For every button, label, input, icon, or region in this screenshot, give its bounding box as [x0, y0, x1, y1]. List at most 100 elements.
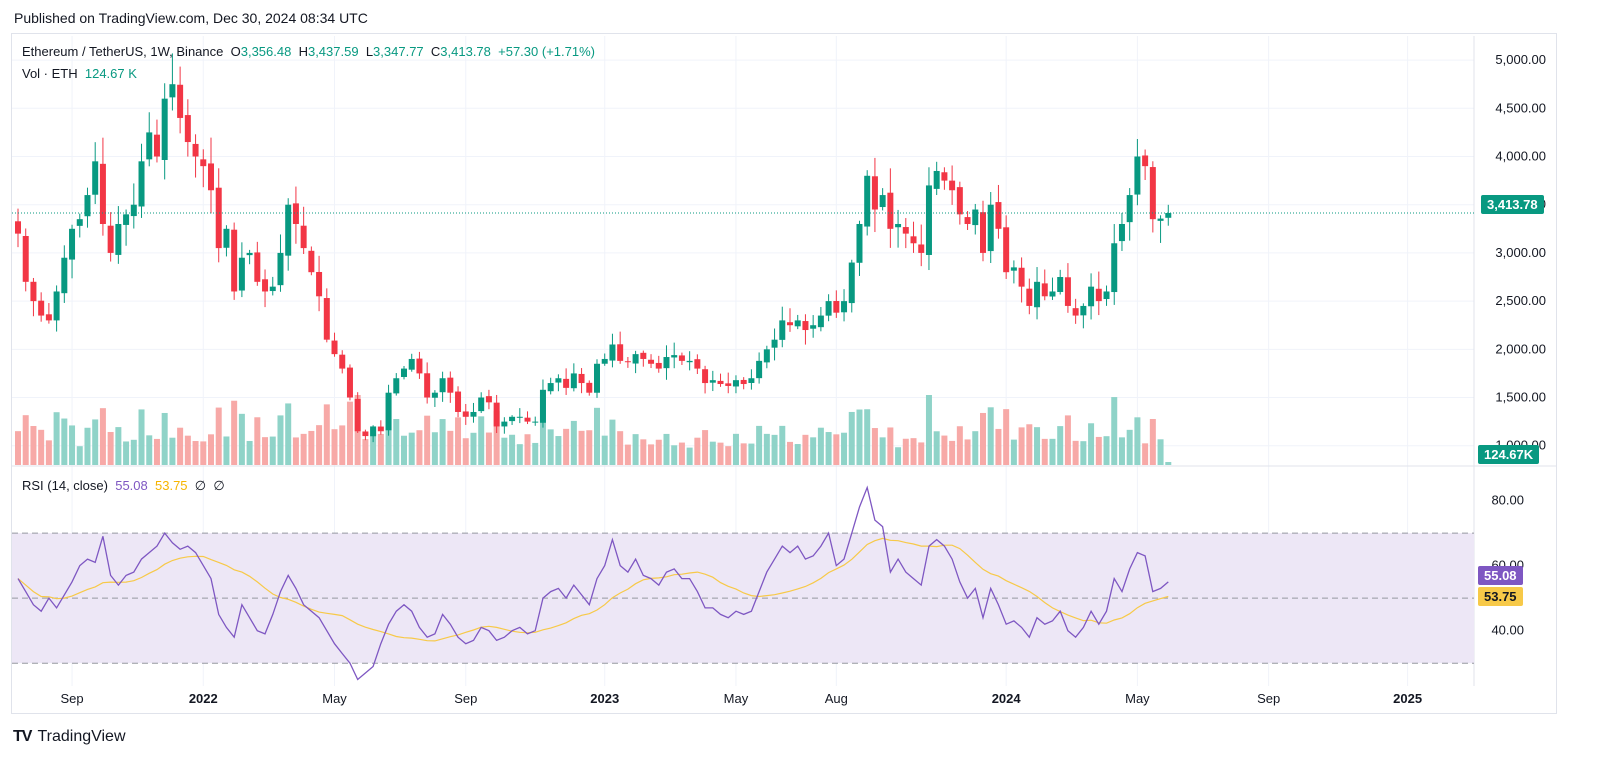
- candle-body: [200, 159, 207, 167]
- volume-bar: [38, 429, 45, 465]
- candle-body: [663, 357, 670, 369]
- candle: [1088, 273, 1095, 320]
- candle: [455, 386, 462, 418]
- candle-body: [53, 291, 60, 321]
- volume-bar: [92, 419, 99, 465]
- candle: [99, 137, 106, 236]
- candle-body: [918, 244, 925, 253]
- volume-bar: [478, 416, 485, 465]
- volume-bar: [964, 439, 971, 465]
- candle-body: [841, 301, 848, 313]
- candle: [578, 368, 585, 394]
- volume-bar: [208, 434, 214, 465]
- volume-bar: [153, 438, 160, 465]
- candle-body: [879, 195, 886, 208]
- candle-body: [539, 389, 546, 423]
- volume-bar: [69, 425, 76, 465]
- candle-body: [316, 271, 323, 297]
- volume-bar: [1072, 440, 1079, 465]
- candle: [22, 228, 29, 292]
- candle-body: [1034, 281, 1041, 308]
- volume-bar: [864, 409, 871, 465]
- time-tick-label: May: [1125, 691, 1150, 706]
- high-label: H: [298, 44, 308, 59]
- candle: [547, 377, 554, 395]
- candle-body: [810, 325, 817, 329]
- candle-body: [308, 250, 315, 273]
- candle: [740, 377, 747, 390]
- candle: [617, 331, 624, 364]
- candle: [632, 350, 639, 374]
- brand-name[interactable]: TradingView: [37, 728, 126, 745]
- volume-label[interactable]: Vol · ETH: [22, 66, 78, 81]
- candle: [439, 371, 446, 402]
- candle: [810, 315, 817, 338]
- volume-bar: [447, 430, 454, 465]
- candle-body: [501, 421, 508, 427]
- candle: [1103, 285, 1110, 306]
- candle: [825, 294, 832, 322]
- tradingview-logo-icon[interactable]: TV: [13, 728, 32, 745]
- candle-body: [346, 367, 353, 398]
- volume-bar: [1010, 439, 1017, 465]
- volume-bar: [455, 417, 462, 465]
- candle: [817, 307, 824, 332]
- candle: [663, 345, 670, 380]
- candle: [1095, 271, 1102, 316]
- candle: [53, 285, 60, 332]
- volume-bar: [146, 435, 153, 465]
- candle: [1003, 215, 1010, 279]
- candle-body: [254, 252, 261, 282]
- candle: [246, 249, 253, 265]
- candle: [153, 119, 160, 163]
- candle: [308, 246, 315, 276]
- volume-bar: [895, 447, 902, 465]
- candle: [879, 188, 886, 211]
- volume-bar: [370, 428, 377, 465]
- candle: [470, 402, 477, 423]
- candle: [393, 373, 400, 396]
- candle-body: [493, 402, 500, 427]
- candle: [980, 200, 986, 262]
- volume-bar: [401, 435, 407, 465]
- candle-body: [848, 262, 855, 304]
- rsi-line: [17, 485, 1169, 681]
- candle: [1049, 277, 1056, 300]
- candle: [192, 134, 199, 178]
- candle-body: [1088, 286, 1095, 307]
- candle-body: [1142, 155, 1149, 167]
- candle: [748, 369, 755, 390]
- symbol-label[interactable]: Ethereum / TetherUS, 1W, Binance: [22, 44, 224, 59]
- candle-body: [933, 170, 940, 189]
- volume-bar: [339, 425, 346, 465]
- candle: [1072, 298, 1079, 324]
- volume-bar: [1095, 436, 1102, 465]
- volume-bar: [61, 418, 68, 465]
- candles: [15, 53, 1172, 443]
- candle-body: [447, 377, 454, 393]
- candle: [292, 186, 299, 244]
- rsi-tick-label: 40.00: [1491, 623, 1524, 638]
- volume-bar: [123, 441, 130, 465]
- candle: [45, 303, 52, 324]
- candle: [624, 356, 631, 368]
- candle: [509, 415, 516, 425]
- rsi-label[interactable]: RSI (14, close): [22, 478, 108, 493]
- volume-bar: [686, 447, 693, 465]
- chart-frame[interactable]: [11, 33, 1557, 714]
- candle-body: [385, 392, 392, 431]
- volume-bar: [787, 441, 793, 465]
- last-volume-label: 124.67K: [1478, 445, 1540, 464]
- time-tick-label: Sep: [1257, 691, 1280, 706]
- candle: [262, 269, 269, 308]
- candle-body: [995, 202, 1002, 229]
- volume-bar: [501, 437, 508, 465]
- candle: [864, 170, 871, 236]
- candle: [123, 209, 130, 246]
- volume-bar: [323, 404, 330, 465]
- candle: [277, 234, 284, 292]
- candle: [539, 379, 546, 428]
- candle-body: [231, 229, 238, 292]
- candle: [1111, 224, 1118, 305]
